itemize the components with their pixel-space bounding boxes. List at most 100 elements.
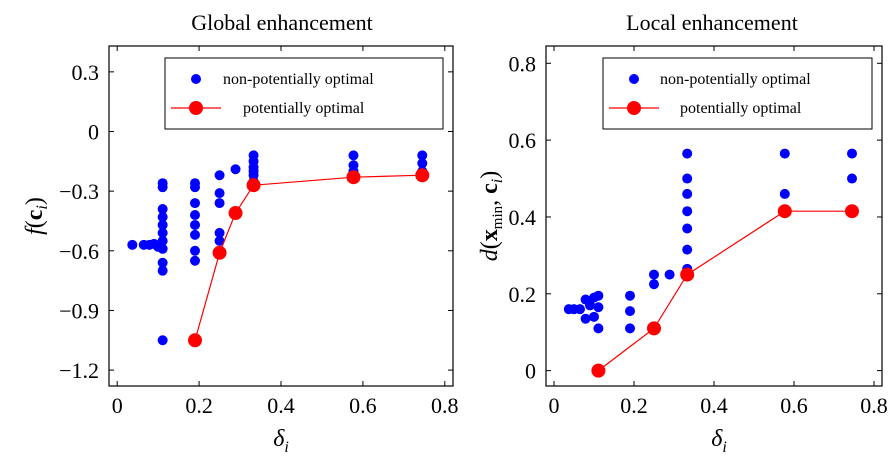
legend-label-non-optimal: non-potentially optimal [223, 71, 374, 88]
data-point-non-optimal [847, 148, 857, 159]
data-point-optimal [680, 267, 695, 282]
legend-label-optimal: potentially optimal [680, 100, 802, 117]
y-axis-label: d(xmin, ci) [477, 171, 506, 261]
legend: non-potentially optimal potentially opti… [602, 57, 873, 130]
y-tick-label: 0.3 [72, 60, 100, 85]
legend-label-non-optimal: non-potentially optimal [660, 71, 811, 88]
data-point-non-optimal [682, 188, 693, 199]
data-point-non-optimal [593, 302, 604, 313]
x-tick-label: 0.2 [620, 393, 648, 418]
data-point-non-optimal [580, 313, 591, 324]
data-point-non-optimal [190, 245, 200, 256]
data-point-non-optimal [649, 269, 659, 280]
y-tick-label: 0 [88, 119, 99, 144]
data-point-non-optimal [779, 188, 790, 199]
data-point-optimal [777, 204, 792, 219]
data-point-non-optimal [847, 173, 857, 184]
data-point-non-optimal [214, 235, 225, 246]
data-point-non-optimal [190, 255, 200, 266]
data-point-optimal [845, 204, 859, 219]
data-point-non-optimal [779, 148, 790, 159]
data-point-non-optimal [589, 311, 599, 322]
y-tick-label: −0.9 [59, 298, 99, 323]
legend-marker-non-optimal [629, 74, 639, 84]
data-point-optimal [591, 363, 606, 378]
data-point-non-optimal [157, 182, 168, 193]
data-point-non-optimal [214, 198, 225, 209]
data-point-optimal [228, 206, 243, 221]
x-axis-label: δi [711, 426, 727, 456]
local-enhancement-panel: Local enhancement 0 0.2 0.4 0.6 0.8 0 0.2 0.4 0.… [477, 10, 888, 456]
legend-label-optimal: potentially optimal [243, 100, 365, 117]
x-tick-label: 0.8 [431, 393, 459, 418]
data-point-non-optimal [625, 306, 635, 317]
data-point-non-optimal [417, 158, 428, 169]
legend-box [164, 57, 444, 130]
data-point-non-optimal [585, 300, 595, 311]
legend-marker-non-optimal [191, 74, 201, 84]
x-tick-label: 0 [112, 393, 123, 418]
data-point-non-optimal [157, 227, 168, 238]
data-point-non-optimal [214, 170, 225, 181]
data-point-non-optimal [682, 223, 693, 234]
y-axis-label: f(ci) [22, 197, 51, 235]
x-axis-label: δi [273, 426, 289, 456]
data-point-non-optimal [649, 279, 659, 290]
x-tick-label: 0 [549, 393, 560, 418]
data-point-optimal [246, 178, 261, 193]
data-point-non-optimal [214, 227, 225, 238]
local-enhancement-title: Local enhancement [626, 10, 798, 35]
data-point-non-optimal [190, 210, 200, 221]
data-point-non-optimal [190, 219, 200, 230]
data-point-non-optimal [214, 188, 225, 199]
x-tick-label: 0.2 [185, 393, 213, 418]
data-point-non-optimal [190, 198, 200, 209]
y-tick-label: 0.8 [509, 51, 537, 76]
y-tick-label: −0.6 [59, 239, 99, 264]
data-point-non-optimal [157, 219, 168, 230]
y-tick-label: 0.2 [509, 282, 537, 307]
data-point-optimal [212, 245, 227, 260]
data-point-non-optimal [157, 211, 168, 222]
y-tick-label: 0.4 [509, 205, 537, 230]
y-tick-label: −1.2 [59, 358, 99, 383]
x-tick-label: 0.6 [780, 393, 808, 418]
data-point-non-optimal [157, 204, 168, 215]
data-point-non-optimal [230, 164, 241, 175]
data-point-non-optimal [348, 150, 359, 161]
data-point-non-optimal [682, 244, 693, 255]
data-point-non-optimal [190, 229, 200, 240]
y-tick-label: 0 [525, 359, 536, 384]
legend: non-potentially optimal potentially opti… [164, 57, 444, 130]
x-tick-label: 0.4 [700, 393, 728, 418]
data-point-non-optimal [625, 323, 635, 334]
data-point-non-optimal [190, 182, 200, 193]
global-enhancement-panel: Global enhancement 0 0.2 0.4 0.6 0.8 0.3 0 −0.3… [22, 10, 459, 456]
data-point-non-optimal [157, 265, 168, 276]
series-line-optimal [598, 210, 852, 372]
data-point-optimal [188, 333, 202, 348]
data-point-non-optimal [593, 290, 604, 301]
data-point-non-optimal [157, 335, 168, 346]
data-point-non-optimal [417, 150, 428, 161]
data-point-optimal [415, 168, 430, 183]
data-point-non-optimal [157, 235, 168, 246]
series-line-optimal [194, 174, 423, 341]
data-point-optimal [647, 321, 661, 336]
data-point-non-optimal [127, 239, 138, 250]
data-point-non-optimal [157, 257, 168, 268]
data-point-non-optimal [625, 290, 635, 301]
data-point-non-optimal [682, 173, 693, 184]
x-tick-label: 0.6 [349, 393, 377, 418]
x-tick-label: 0.4 [267, 393, 295, 418]
data-point-non-optimal [593, 323, 604, 334]
data-point-optimal [346, 170, 361, 185]
data-point-non-optimal [682, 148, 693, 159]
x-tick-label: 0.8 [860, 393, 888, 418]
legend-marker-optimal [189, 101, 203, 115]
legend-box [602, 57, 873, 130]
data-point-non-optimal [575, 304, 585, 315]
y-tick-label: 0.6 [509, 128, 537, 153]
data-point-non-optimal [664, 269, 675, 280]
